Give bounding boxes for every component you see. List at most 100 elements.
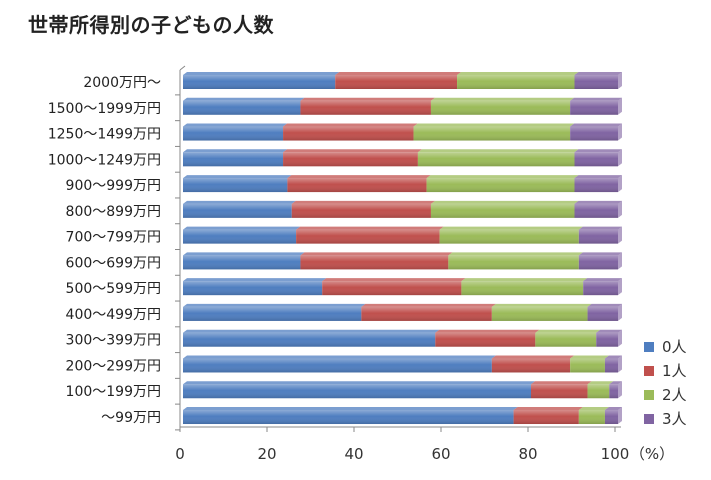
bar-segment-shade bbox=[183, 229, 297, 244]
bar-segment-shade bbox=[604, 358, 618, 373]
bar-segment-top bbox=[513, 407, 583, 411]
legend-item: 0人 bbox=[644, 338, 687, 356]
bar-segment-shade bbox=[183, 203, 292, 218]
bar-segment bbox=[183, 200, 296, 218]
bar-segment-shade bbox=[335, 75, 458, 89]
category-label: 400〜499万円 bbox=[66, 307, 161, 323]
bar-segment-shade bbox=[570, 358, 605, 373]
x-tick-label: 40 bbox=[344, 445, 363, 463]
bar-group bbox=[183, 72, 622, 425]
bar-segment bbox=[300, 252, 453, 270]
bar-segment-top bbox=[283, 123, 418, 127]
bar-segment bbox=[604, 407, 622, 425]
legend-swatch bbox=[644, 390, 654, 400]
bar-segment bbox=[570, 123, 622, 141]
x-tick-label: 0 bbox=[175, 445, 185, 463]
bar-segment bbox=[578, 407, 609, 425]
x-tick-labels: 0 20 40 60 80 100 （%） bbox=[175, 445, 674, 463]
bar-segment-shade bbox=[461, 281, 584, 296]
bar-segment bbox=[587, 381, 614, 399]
bar-end-face bbox=[618, 303, 622, 321]
bar-segment bbox=[183, 329, 440, 347]
category-label: 900〜999万円 bbox=[66, 178, 161, 194]
bar-segment-top bbox=[570, 355, 609, 359]
bar-segment-shade bbox=[439, 229, 579, 244]
bar-segment-shade bbox=[322, 281, 462, 296]
bar-segment-top bbox=[296, 226, 444, 230]
bar-segment bbox=[531, 381, 592, 399]
bar-segment-shade bbox=[417, 152, 575, 167]
bar-segment-shade bbox=[300, 100, 431, 115]
bar-segment-shade bbox=[183, 75, 336, 89]
legend-item: 3人 bbox=[644, 410, 687, 428]
bar-segment bbox=[535, 329, 601, 347]
bar-segment-top bbox=[578, 226, 622, 230]
bar-end-face bbox=[618, 329, 622, 347]
bar-end-face bbox=[618, 149, 622, 167]
bar-segment-top bbox=[361, 303, 496, 307]
bar-segment-shade bbox=[183, 306, 362, 321]
category-label: 〜99万円 bbox=[101, 410, 161, 426]
bar-segment-shade bbox=[183, 281, 323, 296]
bar-segment bbox=[183, 252, 305, 270]
bar-segment-top bbox=[183, 407, 518, 411]
bar-segment-top bbox=[574, 200, 622, 204]
category-label: 1000〜1249万円 bbox=[48, 152, 161, 168]
bar-segment bbox=[335, 72, 462, 89]
bar-segment-shade bbox=[287, 178, 427, 193]
bar-segment-shade bbox=[291, 203, 431, 218]
bar-segment bbox=[604, 355, 622, 373]
bar-segment-shade bbox=[413, 126, 571, 141]
bar-segment-top bbox=[587, 303, 622, 307]
bar-segment-shade bbox=[596, 332, 618, 347]
legend-swatch bbox=[644, 342, 654, 352]
bar-end-face bbox=[618, 123, 622, 141]
bar-segment bbox=[322, 278, 466, 296]
bar-segment bbox=[596, 329, 622, 347]
bar-segment bbox=[183, 149, 288, 167]
bar-segment-shade bbox=[183, 178, 288, 193]
bar-segment-shade bbox=[183, 100, 301, 115]
bar-end-face bbox=[618, 407, 622, 425]
bar-segment bbox=[183, 226, 301, 244]
bar-segment-shade bbox=[570, 100, 618, 115]
bar-segment bbox=[291, 200, 435, 218]
bar-segment-shade bbox=[183, 410, 514, 425]
bar-segment-top bbox=[183, 97, 305, 101]
bar-segment bbox=[587, 303, 622, 321]
bar-segment-shade bbox=[535, 332, 597, 347]
bar-end-face bbox=[618, 278, 622, 296]
bar-segment-top bbox=[570, 97, 622, 101]
legend-label: 2人 bbox=[662, 386, 687, 404]
bar-segment bbox=[578, 226, 622, 244]
category-label: 200〜299万円 bbox=[66, 358, 161, 374]
bar-segment-shade bbox=[183, 332, 436, 347]
bar-segment-top bbox=[531, 381, 592, 385]
bar-segment-top bbox=[183, 381, 535, 385]
bar-end-face bbox=[618, 226, 622, 244]
bar-segment bbox=[570, 97, 622, 115]
bar-segment-top bbox=[604, 407, 622, 411]
bar-segment-top bbox=[570, 123, 622, 127]
bar-segment-top bbox=[578, 252, 622, 256]
bar-end-face bbox=[618, 252, 622, 270]
bar-segment bbox=[583, 278, 622, 296]
bar-segment-top bbox=[461, 278, 588, 282]
bar-segment-shade bbox=[587, 306, 618, 321]
bar-segment-shade bbox=[574, 203, 618, 218]
bar-segment bbox=[183, 97, 305, 115]
bar-segment-shade bbox=[183, 126, 284, 141]
bar-segment-top bbox=[574, 149, 622, 153]
legend-label: 0人 bbox=[662, 338, 687, 356]
bar-segment-shade bbox=[183, 358, 492, 373]
category-labels: 2000万円〜 1500〜1999万円 1250〜1499万円 1000〜1249万円… bbox=[48, 75, 161, 426]
bar-segment bbox=[574, 72, 622, 89]
bar-end-face bbox=[618, 200, 622, 218]
bar-segment-top bbox=[183, 355, 496, 359]
bar-segment-top bbox=[430, 200, 579, 204]
bar-segment-shade bbox=[430, 203, 575, 218]
bar-segment-top bbox=[287, 175, 431, 179]
bar-segment-shade bbox=[426, 178, 575, 193]
bar-segment-top bbox=[448, 252, 583, 256]
